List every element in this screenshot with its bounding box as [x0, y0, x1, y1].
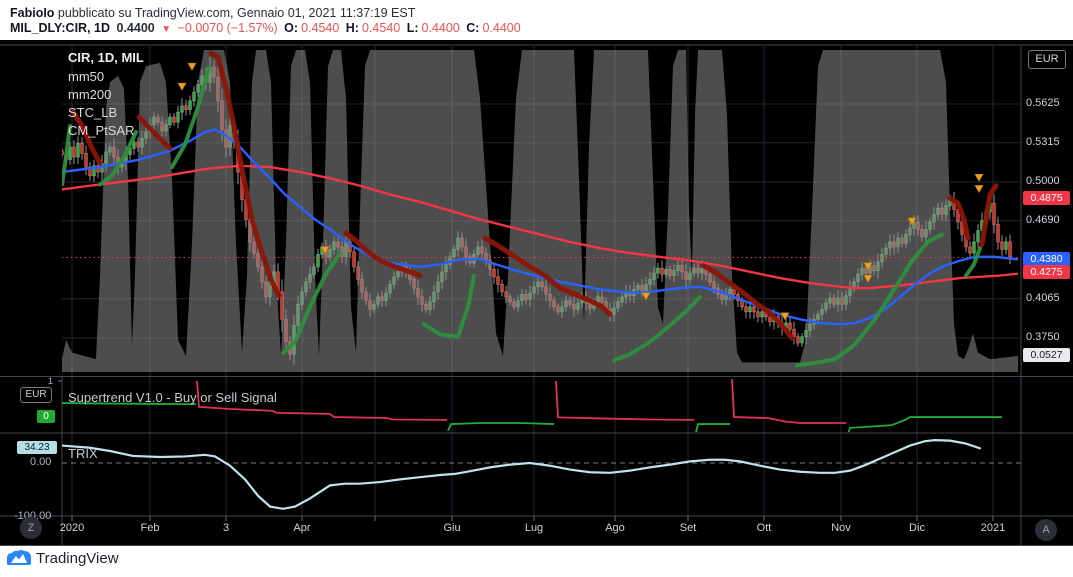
- legend-item-mm200[interactable]: mm200: [68, 87, 112, 102]
- sell-marker-icon: [780, 312, 790, 321]
- zoom-out-button[interactable]: Z: [20, 517, 42, 539]
- price-axis-badge: 0.4380: [1023, 252, 1070, 266]
- time-axis-label: 3: [222, 522, 230, 534]
- ptsar-trail-segment: [208, 50, 282, 299]
- price-axis-badge: 0.4275: [1023, 265, 1070, 279]
- ptsar-trail-segment: [70, 109, 103, 166]
- close-label: C:: [466, 21, 480, 35]
- ptsar-trail-segment: [612, 294, 702, 363]
- sell-marker-icon: [187, 62, 197, 71]
- down-arrow-icon: ▼: [161, 24, 172, 35]
- time-axis-label: Dic: [909, 522, 925, 534]
- time-axis-label: 2020: [59, 522, 85, 534]
- sell-marker-icon: [320, 246, 330, 255]
- time-axis-label: Ago: [605, 522, 625, 534]
- tradingview-logo-text[interactable]: TradingView: [36, 550, 119, 567]
- trix-line: [62, 439, 982, 510]
- open-value: 0.4540: [301, 21, 340, 35]
- ptsar-trail-segment: [422, 273, 476, 339]
- time-axis-label: Feb: [140, 522, 160, 534]
- ptsar-trail-segment: [62, 123, 72, 187]
- ptsar-trail-segment: [482, 235, 613, 317]
- price-axis-tick: 0.5000: [1026, 175, 1060, 187]
- supertrend-signal-line: [695, 423, 730, 432]
- sell-marker-icon: [641, 292, 651, 301]
- supertrend-zero-badge: 0: [37, 410, 55, 423]
- price-axis-badge: 0.4875: [1023, 191, 1070, 205]
- ptsar-trail-segment: [136, 114, 173, 151]
- tradingview-logo-icon[interactable]: [6, 549, 32, 571]
- price-axis-tick: 0.3750: [1026, 331, 1060, 343]
- trix-zero-label: 0.00: [30, 456, 52, 468]
- author-name: FabioIo: [10, 6, 55, 20]
- footer-bar: TradingView: [0, 546, 1073, 577]
- ptsar-trail-segment: [343, 230, 423, 279]
- legend-symbol[interactable]: CIR, 1D, MIL: [68, 50, 144, 65]
- sell-marker-icon: [907, 217, 917, 226]
- legend-item-cm-ptsar[interactable]: CM_PtSAR: [68, 123, 135, 138]
- high-value: 0.4540: [361, 21, 401, 35]
- ptsar-trail-segment: [964, 246, 982, 278]
- price-axis-tick: 0.4065: [1026, 291, 1060, 304]
- sell-marker-icon: [974, 173, 984, 182]
- trix-value-badge: 34.23: [17, 441, 57, 454]
- ptsar-trail-segment: [170, 65, 211, 170]
- supertrend-signal-line: [847, 416, 1002, 432]
- publish-info: pubblicato su TradingView.com, Gennaio 0…: [54, 6, 416, 20]
- price-axis-tick: 0.5315: [1026, 135, 1060, 148]
- sell-marker-icon: [177, 82, 187, 91]
- sell-marker-icon: [863, 275, 873, 283]
- trix-title[interactable]: TRIX: [68, 446, 98, 461]
- supertrend-signal-line: [731, 379, 846, 424]
- symbol-ohlc-row: MIL_DLY:CIR, 1D 0.4400 ▼ −0.0070 (−1.57%…: [10, 21, 524, 35]
- price-axis-tick: 0.4690: [1026, 213, 1060, 226]
- supertrend-signal-line: [62, 402, 197, 405]
- time-axis-label: Giu: [443, 522, 461, 534]
- supertrend-signal-line: [555, 380, 695, 421]
- high-label: H:: [345, 21, 359, 35]
- publish-header: FabioIo pubblicato su TradingView.com, G…: [10, 6, 415, 20]
- low-label: L:: [406, 21, 419, 35]
- time-axis-label: 2021: [980, 522, 1006, 534]
- supertrend-signal-line: [196, 380, 448, 421]
- price-axis-tick: 0.5625: [1026, 97, 1060, 109]
- open-label: O:: [284, 21, 299, 35]
- sell-marker-icon: [974, 185, 984, 194]
- supertrend-currency-button[interactable]: EUR: [20, 387, 52, 403]
- ptsar-trail-segment: [979, 183, 999, 247]
- sell-marker-icon: [863, 262, 873, 271]
- time-axis-label: Lug: [524, 522, 544, 534]
- supertrend-axis-one: 1: [48, 376, 54, 386]
- last-price: 0.4400: [116, 21, 155, 35]
- symbol-label: MIL_DLY:CIR, 1D: [10, 21, 111, 35]
- low-value: 0.4400: [421, 21, 460, 35]
- ptsar-trail-segment: [947, 195, 971, 241]
- main-currency-button[interactable]: EUR: [1028, 50, 1066, 69]
- ptsar-trail-segment: [795, 232, 944, 368]
- auto-scale-button[interactable]: A: [1035, 519, 1057, 541]
- time-axis-label: Nov: [831, 522, 851, 534]
- time-axis-label: Set: [679, 522, 697, 534]
- supertrend-title[interactable]: Supertrend V1.0 - Buy or Sell Signal: [68, 390, 277, 405]
- price-axis-badge: 0.0527: [1023, 348, 1070, 362]
- ptsar-trail-segment: [98, 130, 138, 187]
- legend-item-stc-lb[interactable]: STC_LB: [68, 105, 118, 120]
- stc-lb-area: [62, 50, 1018, 372]
- legend-item-mm50[interactable]: mm50: [68, 69, 105, 84]
- time-axis-label: Ott: [756, 522, 772, 534]
- time-axis-label: Apr: [293, 522, 311, 534]
- ptsar-trail-segment: [281, 251, 342, 355]
- price-change: −0.0070 (−1.57%): [177, 21, 278, 35]
- close-value: 0.4400: [482, 21, 521, 35]
- ptsar-trail-segment: [700, 263, 795, 341]
- supertrend-signal-line: [447, 422, 555, 432]
